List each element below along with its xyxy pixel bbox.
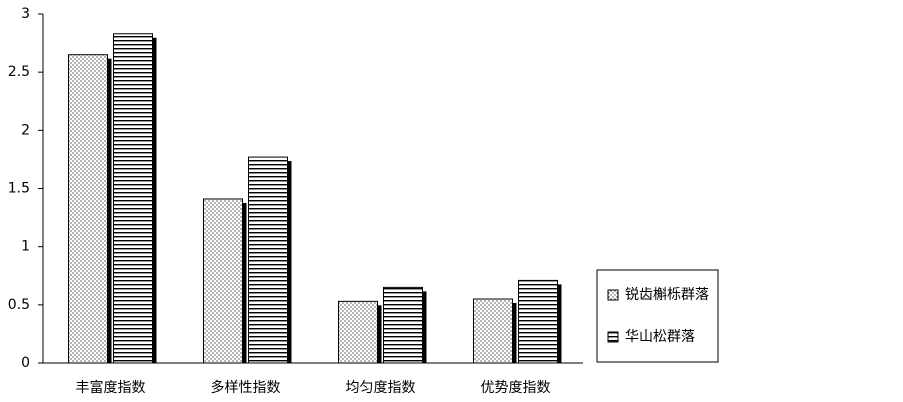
x-tick-label: 均匀度指数 bbox=[346, 380, 416, 396]
bar bbox=[203, 198, 243, 364]
y-tick-label: 0.5 bbox=[8, 297, 30, 313]
x-tick-label: 优势度指数 bbox=[481, 380, 551, 396]
bar bbox=[473, 298, 513, 364]
bar bbox=[518, 279, 558, 364]
legend-label: 锐齿槲栎群落 bbox=[625, 287, 709, 303]
bar bbox=[383, 286, 423, 364]
bar bbox=[113, 33, 153, 364]
x-tick-label: 多样性指数 bbox=[211, 379, 281, 396]
y-tick-label: 0 bbox=[21, 355, 30, 371]
y-tick-label: 2 bbox=[21, 122, 30, 138]
bar bbox=[68, 54, 108, 364]
bar bbox=[338, 300, 378, 364]
x-tick-label: 丰富度指数 bbox=[76, 379, 146, 396]
bar bbox=[248, 156, 288, 364]
y-tick-label: 3 bbox=[21, 6, 30, 22]
legend-box bbox=[596, 269, 719, 363]
y-tick-label: 2.5 bbox=[8, 64, 30, 80]
legend-swatch bbox=[607, 331, 619, 343]
legend-label: 华山松群落 bbox=[625, 329, 695, 345]
y-tick-label: 1 bbox=[21, 239, 30, 255]
y-tick-label: 1.5 bbox=[8, 181, 30, 197]
legend-swatch bbox=[607, 289, 619, 301]
